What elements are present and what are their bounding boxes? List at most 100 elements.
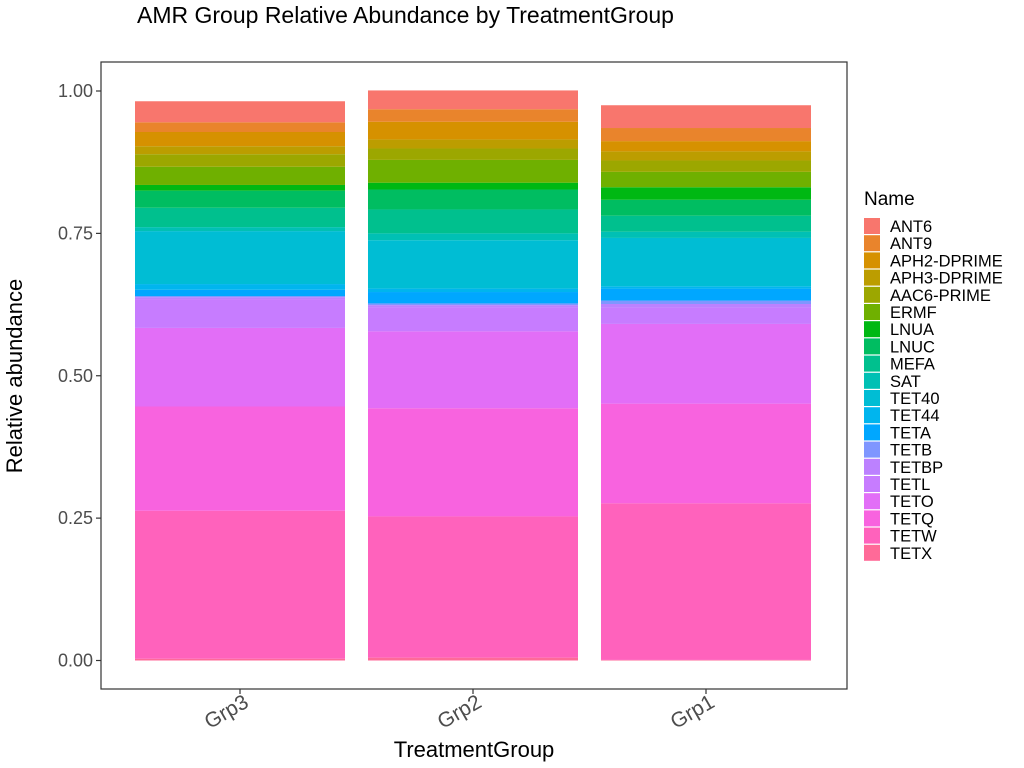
legend-swatch-tet44 xyxy=(864,407,880,424)
legend-label: APH3-DPRIME xyxy=(890,270,1003,288)
x-tick-label: Grp2 xyxy=(434,690,486,733)
legend-swatch-tetq xyxy=(864,510,880,527)
legend: Name ANT6ANT9APH2-DPRIMEAPH3-DPRIMEAAC6-… xyxy=(864,189,1003,563)
bar-segment-teta xyxy=(368,292,578,304)
bar-segment-aph3-dprime xyxy=(135,146,345,155)
legend-swatch-ermf xyxy=(864,304,880,320)
bar-segment-mefa xyxy=(135,207,345,228)
legend-label: TETX xyxy=(890,545,932,563)
bar-segment-tetq xyxy=(601,403,811,504)
y-tick-label: 0.75 xyxy=(58,223,93,243)
bar-segment-aac6-prime xyxy=(601,160,811,172)
bar-segment-tetw xyxy=(368,516,578,658)
bar-segment-aph3-dprime xyxy=(601,151,811,161)
bar-segment-tet44 xyxy=(368,288,578,293)
legend-label: TET40 xyxy=(890,390,940,408)
legend-items: ANT6ANT9APH2-DPRIMEAPH3-DPRIMEAAC6-PRIME… xyxy=(864,218,1003,563)
bar-segment-tetq xyxy=(368,408,578,517)
bar-segment-teto xyxy=(135,327,345,407)
bar-segment-teto xyxy=(368,331,578,409)
bar-segment-tetbp xyxy=(368,305,578,308)
legend-swatch-ant6 xyxy=(864,218,880,234)
chart-title: AMR Group Relative Abundance by Treatmen… xyxy=(137,2,674,28)
legend-label: SAT xyxy=(890,373,921,391)
bar-segment-aph3-dprime xyxy=(368,139,578,149)
bar-segment-tetw xyxy=(135,510,345,659)
bar-segment-tetx xyxy=(368,657,578,661)
bar-segment-tet44 xyxy=(601,286,811,289)
bar-segment-aph2-dprime xyxy=(601,141,811,152)
bar-segment-tetl xyxy=(368,307,578,332)
bar-segment-ermf xyxy=(368,159,578,183)
legend-swatch-tetb xyxy=(864,441,880,458)
bar-segment-tetbp xyxy=(601,303,811,308)
bar-stack-grp3 xyxy=(135,101,345,661)
legend-swatch-tetbp xyxy=(864,458,880,475)
bar-segment-aac6-prime xyxy=(368,148,578,160)
bars-layer xyxy=(135,90,811,661)
bar-segment-lnua xyxy=(601,187,811,200)
y-tick-label: 1.00 xyxy=(58,81,93,101)
bar-stack-grp2 xyxy=(368,90,578,661)
legend-swatch-teto xyxy=(864,493,880,510)
legend-swatch-tetw xyxy=(864,527,880,544)
bar-segment-ant9 xyxy=(601,128,811,142)
bar-segment-ant9 xyxy=(368,109,578,122)
bar-segment-tetb xyxy=(601,300,811,304)
bar-segment-ermf xyxy=(135,166,345,185)
legend-label: ERMF xyxy=(890,304,937,322)
legend-swatch-aph3-dprime xyxy=(864,269,880,286)
legend-swatch-aph2-dprime xyxy=(864,252,880,269)
bar-segment-lnuc xyxy=(135,190,345,208)
legend-label: TETL xyxy=(890,476,930,494)
bar-segment-ant9 xyxy=(135,122,345,133)
bar-segment-tetx xyxy=(135,658,345,661)
legend-label: TETW xyxy=(890,528,937,546)
legend-swatch-teta xyxy=(864,424,880,441)
x-tick-label: Grp1 xyxy=(667,690,719,733)
bar-segment-lnua xyxy=(135,184,345,191)
bar-segment-teto xyxy=(601,323,811,404)
bar-segment-tetb xyxy=(135,296,345,298)
x-axis: Grp3 Grp2 Grp1 xyxy=(201,689,719,734)
bar-segment-tet44 xyxy=(135,284,345,290)
bar-segment-sat xyxy=(368,233,578,241)
bar-segment-ermf xyxy=(601,171,811,188)
legend-label: TETQ xyxy=(890,510,934,528)
bar-segment-ant6 xyxy=(368,90,578,110)
legend-label: TETO xyxy=(890,493,934,511)
legend-swatch-tet40 xyxy=(864,390,880,406)
x-axis-title: TreatmentGroup xyxy=(394,737,555,762)
bar-segment-teta xyxy=(601,288,811,301)
bar-segment-lnua xyxy=(368,182,578,190)
bar-segment-sat xyxy=(135,227,345,232)
bar-segment-tet40 xyxy=(601,237,811,287)
bar-segment-tetl xyxy=(135,299,345,328)
bar-segment-tetbp xyxy=(135,297,345,300)
legend-swatch-lnua xyxy=(864,321,880,338)
y-tick-label: 0.00 xyxy=(58,651,93,671)
bar-stack-grp1 xyxy=(601,105,811,661)
bar-segment-ant6 xyxy=(601,105,811,129)
legend-label: ANT9 xyxy=(890,235,932,253)
bar-segment-sat xyxy=(601,231,811,238)
y-tick-label: 0.25 xyxy=(58,508,93,528)
y-axis-title: Relative abundance xyxy=(2,279,27,473)
bar-segment-tetb xyxy=(368,303,578,306)
bar-segment-mefa xyxy=(368,209,578,234)
bar-segment-aac6-prime xyxy=(135,154,345,167)
bar-segment-lnuc xyxy=(601,199,811,216)
legend-label: ANT6 xyxy=(890,218,932,236)
legend-label: TET44 xyxy=(890,407,940,425)
bar-segment-aph2-dprime xyxy=(135,132,345,147)
bar-segment-tet40 xyxy=(368,240,578,289)
legend-label: TETBP xyxy=(890,459,943,477)
legend-label: TETA xyxy=(890,424,931,442)
legend-swatch-mefa xyxy=(864,355,880,372)
bar-segment-mefa xyxy=(601,215,811,232)
legend-swatch-ant9 xyxy=(864,235,880,252)
bar-segment-aph2-dprime xyxy=(368,121,578,140)
legend-title: Name xyxy=(864,189,915,210)
legend-label: APH2-DPRIME xyxy=(890,252,1003,270)
